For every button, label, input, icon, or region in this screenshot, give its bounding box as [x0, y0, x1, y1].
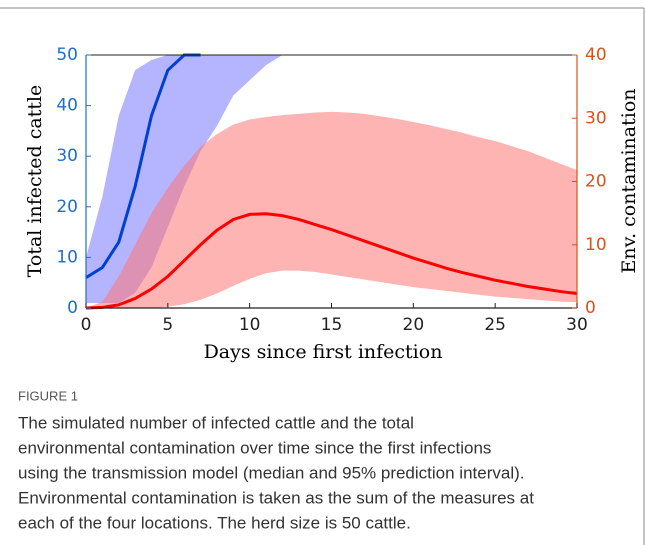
- caption-label: FIGURE 1: [18, 388, 78, 403]
- x-axis-label: Days since first infection: [204, 341, 443, 363]
- x-tick-label: 10: [239, 315, 261, 335]
- caption-line: Environmental contamination is taken as …: [18, 488, 534, 507]
- plot: [85, 53, 578, 310]
- x-tick-label: 30: [566, 315, 588, 335]
- y2-tick-label: 0: [585, 298, 596, 318]
- y-tick-label: 10: [56, 247, 78, 267]
- caption-line: The simulated number of infected cattle …: [18, 413, 414, 432]
- caption-line: each of the four locations. The herd siz…: [18, 513, 411, 532]
- y-tick-label: 20: [56, 197, 78, 217]
- y2-tick-label: 20: [585, 172, 607, 192]
- y-tick-label: 0: [67, 298, 78, 318]
- caption-line: using the transmission model (median and…: [18, 463, 524, 482]
- x-tick-label: 15: [321, 315, 343, 335]
- y2-axis-label: Env. contamination: [618, 89, 640, 274]
- y-axis-label: Total infected cattle: [24, 85, 46, 278]
- y-tick-label: 50: [56, 45, 78, 65]
- x-tick-label: 20: [403, 315, 425, 335]
- x-tick-label: 5: [162, 315, 173, 335]
- median-line: [85, 53, 201, 279]
- median-line: [85, 212, 578, 310]
- caption: The simulated number of infected cattle …: [18, 413, 534, 532]
- y2-tick-label: 40: [585, 45, 607, 65]
- y2-tick-label: 10: [585, 235, 607, 255]
- y-tick-label: 40: [56, 96, 78, 116]
- y2-tick-label: 30: [585, 108, 607, 128]
- x-tick-label: 25: [484, 315, 506, 335]
- x-tick-label: 0: [81, 315, 92, 335]
- prediction-band: [86, 111, 577, 308]
- caption-line: environmental contamination over time si…: [18, 438, 491, 457]
- y-tick-label: 30: [56, 146, 78, 166]
